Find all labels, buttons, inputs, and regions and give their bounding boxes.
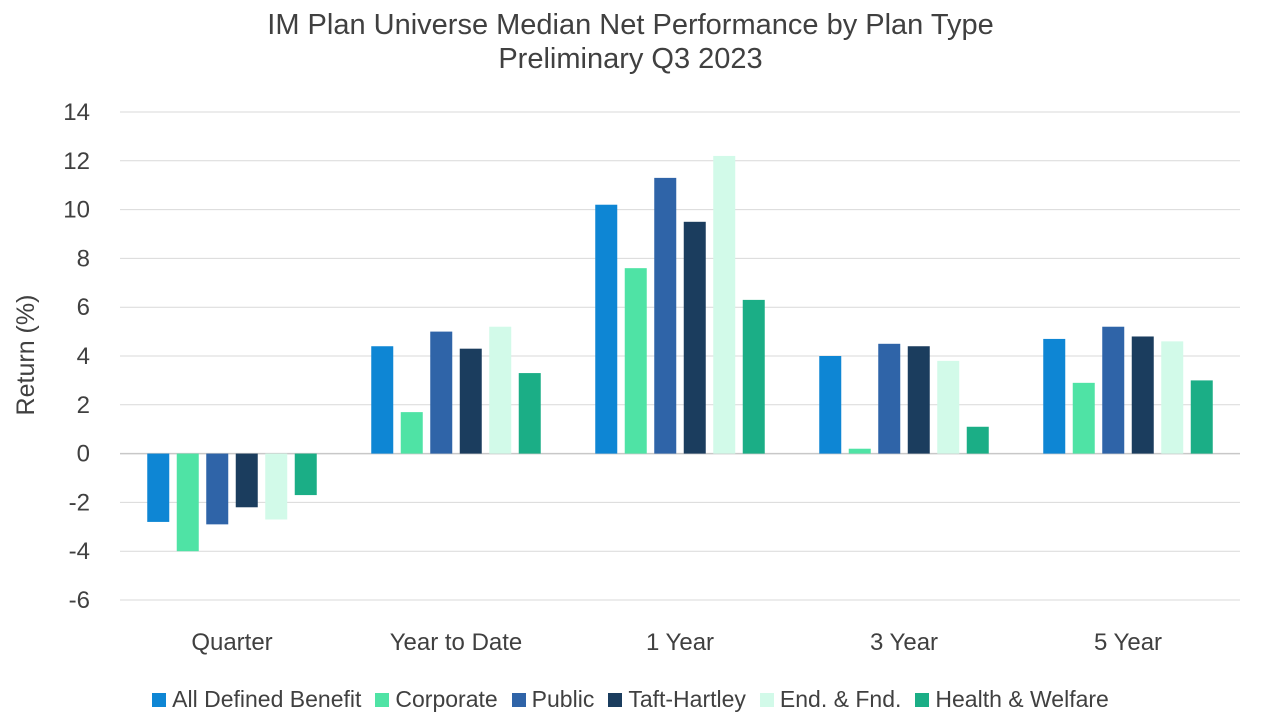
x-tick-label: Year to Date xyxy=(390,629,523,656)
bars xyxy=(147,155,1213,552)
bar xyxy=(294,453,317,496)
bar xyxy=(1190,380,1213,454)
bar xyxy=(1043,338,1066,454)
legend-item: Public xyxy=(511,686,595,713)
bar xyxy=(819,356,842,454)
bar xyxy=(848,448,871,454)
legend-swatch xyxy=(511,692,526,707)
legend-label: Public xyxy=(531,686,595,712)
bar xyxy=(907,346,930,454)
y-tick-label: 10 xyxy=(63,197,90,224)
bar xyxy=(430,331,453,454)
y-tick-label: 2 xyxy=(77,392,90,419)
gridlines xyxy=(120,111,1240,601)
legend-item: All Defined Benefit xyxy=(152,686,361,713)
bar xyxy=(206,453,229,525)
bar xyxy=(966,426,989,454)
legend-swatch xyxy=(152,692,167,707)
legend-item: End. & Fnd. xyxy=(759,686,902,713)
legend-label: End. & Fnd. xyxy=(779,686,902,712)
bar xyxy=(371,346,394,454)
legend-label: Taft-Hartley xyxy=(628,686,746,712)
x-tick-label: 3 Year xyxy=(870,629,938,656)
bar xyxy=(1161,341,1184,454)
chart-subtitle: Preliminary Q3 2023 xyxy=(498,43,763,75)
legend-label: Corporate xyxy=(395,686,498,712)
legend-swatch xyxy=(759,692,774,707)
legend-item: Health & Welfare xyxy=(915,686,1109,713)
bar xyxy=(1072,382,1095,454)
x-tick-label: Quarter xyxy=(191,629,272,656)
legend-item: Taft-Hartley xyxy=(608,686,746,713)
axes: 14 12 10 8 6 4 2 0 -2 -4 -6 Quarter Year to Date 1 Ye… xyxy=(63,99,1162,656)
bar xyxy=(147,453,170,522)
legend-item: Corporate xyxy=(375,686,498,713)
bar xyxy=(235,453,258,508)
bar xyxy=(489,326,512,454)
bar xyxy=(624,268,647,454)
bar xyxy=(878,343,901,454)
x-tick-label: 1 Year xyxy=(646,629,714,656)
y-tick-label: 14 xyxy=(63,99,90,126)
bar xyxy=(713,155,736,454)
legend-swatch xyxy=(915,692,930,707)
y-tick-label: -4 xyxy=(69,538,90,565)
y-tick-label: 0 xyxy=(77,441,90,468)
chart-title: IM Plan Universe Median Net Performance … xyxy=(267,9,994,41)
bar xyxy=(400,412,423,454)
bar xyxy=(1131,336,1154,454)
y-tick-label: -2 xyxy=(69,489,90,516)
legend-label: All Defined Benefit xyxy=(172,686,362,712)
bar xyxy=(265,453,288,520)
bar xyxy=(176,453,199,552)
chart-title-block: IM Plan Universe Median Net Performance … xyxy=(0,8,1261,76)
legend-swatch xyxy=(375,692,390,707)
bar xyxy=(518,373,541,454)
legend: All Defined Benefit Corporate Public Taft-H… xyxy=(0,686,1261,713)
bar xyxy=(595,204,618,454)
chart-plot: 14 12 10 8 6 4 2 0 -2 -4 -6 Quarter Year to Date 1 Ye… xyxy=(12,99,1240,656)
bar xyxy=(459,348,482,454)
y-axis-title: Return (%) xyxy=(12,295,40,416)
legend-label: Health & Welfare xyxy=(935,686,1109,712)
bar xyxy=(937,360,960,454)
legend-swatch xyxy=(608,692,623,707)
x-tick-label: 5 Year xyxy=(1094,629,1162,656)
y-tick-label: -6 xyxy=(69,587,90,614)
y-tick-label: 6 xyxy=(77,294,90,321)
y-tick-label: 8 xyxy=(77,245,90,272)
bar xyxy=(683,221,706,454)
bar xyxy=(742,299,765,454)
bar xyxy=(1102,326,1125,454)
y-tick-label: 4 xyxy=(77,343,90,370)
y-tick-label: 12 xyxy=(63,148,90,175)
bar xyxy=(654,177,677,454)
